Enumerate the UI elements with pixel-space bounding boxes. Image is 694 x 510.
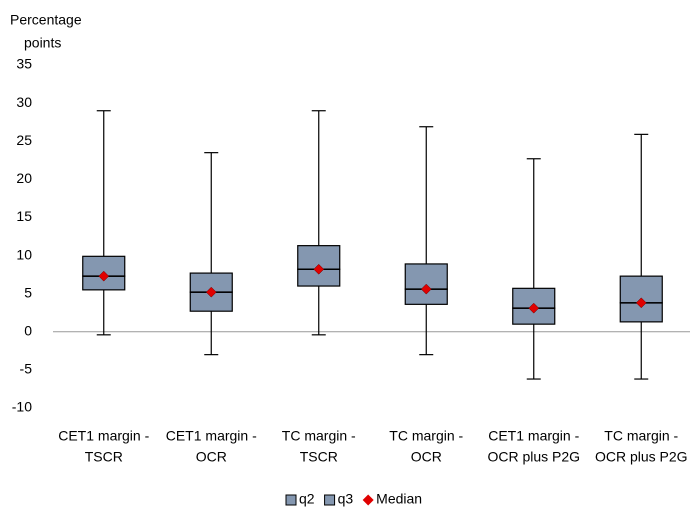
y-tick-label: 15 xyxy=(16,208,32,224)
legend-swatch xyxy=(362,494,374,506)
median-marker xyxy=(98,270,110,282)
y-tick-label: 0 xyxy=(24,322,32,338)
x-tick-label: TSCR xyxy=(85,449,123,465)
x-tick-label: OCR xyxy=(411,449,442,465)
median-marker xyxy=(528,302,540,314)
median-marker xyxy=(420,283,432,295)
x-tick-label: TC margin - xyxy=(282,428,356,444)
median-marker xyxy=(313,263,325,275)
y-tick-label: 25 xyxy=(16,132,32,148)
x-tick-label: OCR plus P2G xyxy=(595,449,688,465)
x-tick-label: TSCR xyxy=(300,449,338,465)
legend-swatch xyxy=(324,494,336,506)
y-axis-label: Percentage xyxy=(10,12,82,28)
y-tick-label: 30 xyxy=(16,94,32,110)
x-tick-label: OCR plus P2G xyxy=(487,449,580,465)
median-marker xyxy=(205,286,217,298)
x-tick-label: CET1 margin - xyxy=(58,428,149,444)
y-axis-label: points xyxy=(24,35,61,51)
x-tick-label: CET1 margin - xyxy=(488,428,579,444)
legend-label: q3 xyxy=(338,491,354,507)
legend-label: Median xyxy=(376,491,422,507)
y-tick-label: -5 xyxy=(20,361,33,377)
median-marker xyxy=(635,297,647,309)
y-tick-label: 35 xyxy=(16,56,32,72)
x-tick-label: TC margin - xyxy=(389,428,463,444)
y-tick-label: -10 xyxy=(12,399,32,415)
legend-swatch xyxy=(285,494,297,506)
x-tick-label: TC margin - xyxy=(604,428,678,444)
y-tick-label: 10 xyxy=(16,246,32,262)
y-tick-label: 20 xyxy=(16,170,32,186)
x-tick-label: CET1 margin - xyxy=(166,428,257,444)
x-tick-label: OCR xyxy=(196,449,227,465)
y-tick-label: 5 xyxy=(24,284,32,300)
legend-label: q2 xyxy=(299,491,315,507)
